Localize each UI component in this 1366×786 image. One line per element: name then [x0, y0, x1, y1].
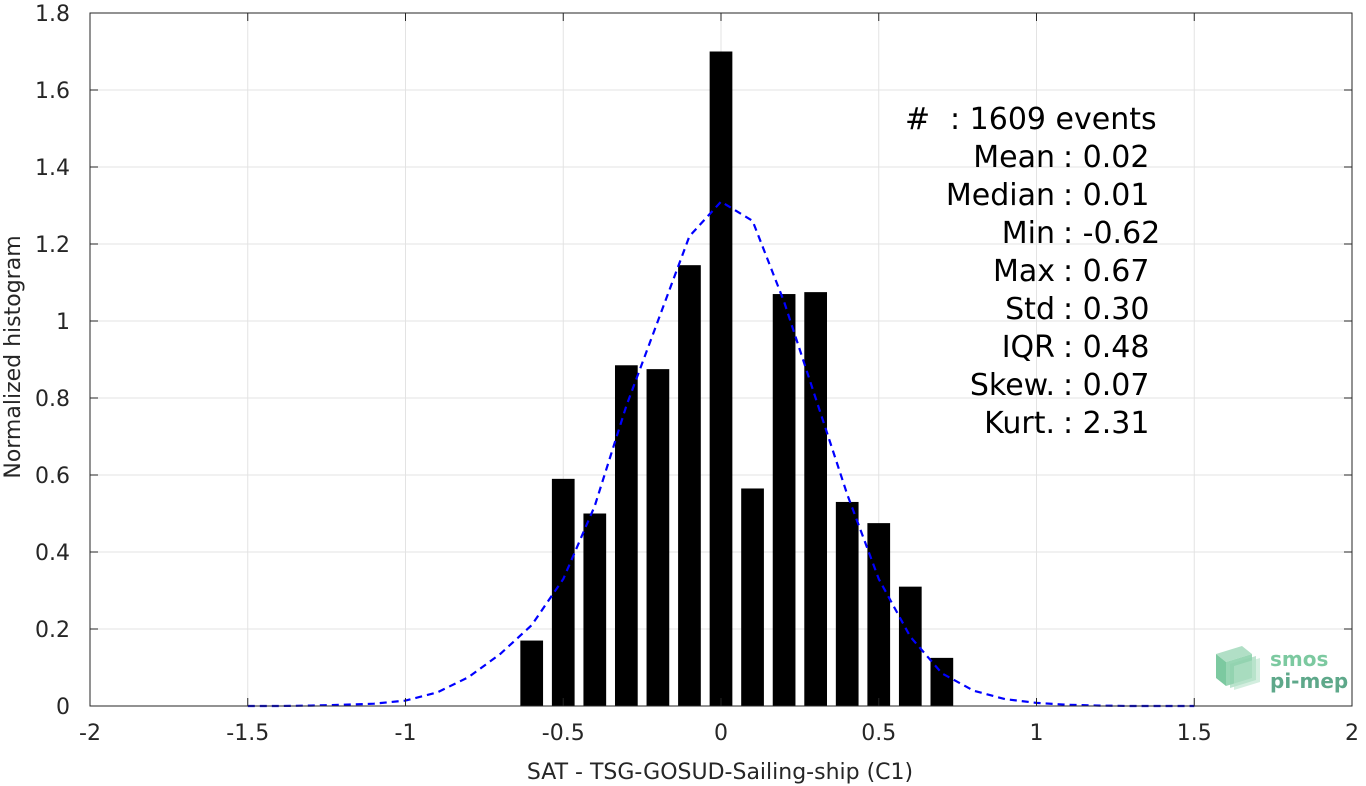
logo-graphic: smos pi-mep	[1216, 646, 1348, 693]
stat-value: : -0.62	[1063, 216, 1160, 251]
stat-key: Median	[946, 178, 1055, 213]
stat-key: Mean	[973, 140, 1055, 175]
y-tick-label: 0.2	[35, 618, 70, 643]
logo-line2: pi-mep	[1270, 669, 1348, 693]
histogram-bars	[520, 51, 954, 706]
stat-key: Kurt.	[984, 406, 1055, 441]
logo-line1: smos	[1270, 647, 1328, 671]
y-tick-label: 1.6	[35, 79, 70, 104]
histogram-bar	[583, 513, 607, 706]
histogram-bar	[709, 51, 733, 706]
smos-pi-mep-logo: smos pi-mep	[1212, 644, 1352, 700]
y-tick-label: 0.8	[35, 387, 70, 412]
y-tick-labels: 0 0.2 0.4 0.6 0.8 1 1.2 1.4 1.6 1.8	[35, 2, 70, 720]
histogram-bar	[551, 478, 575, 706]
histogram-bar	[835, 501, 859, 706]
histogram-bar	[867, 523, 891, 706]
x-tick-label: -0.5	[542, 721, 585, 746]
x-tick-label: 2	[1345, 721, 1359, 746]
histogram-bar	[678, 265, 701, 706]
x-tick-label: 0	[714, 721, 728, 746]
stat-value: : 0.01	[1063, 178, 1149, 213]
histogram-bar	[614, 365, 638, 706]
x-tick-label: 1.5	[1177, 721, 1212, 746]
histogram-bar	[520, 640, 544, 706]
histogram-bar	[804, 292, 828, 706]
stat-key: Std	[1005, 292, 1055, 327]
stat-key: Min	[1002, 216, 1055, 251]
histogram-bar	[741, 488, 764, 706]
y-tick-label: 0	[56, 695, 70, 720]
x-tick-label: 1	[1030, 721, 1044, 746]
stat-key: Skew.	[970, 368, 1055, 403]
histogram-bar	[898, 586, 922, 706]
y-tick-label: 1.8	[35, 2, 70, 27]
y-tick-label: 1.4	[35, 156, 70, 181]
stat-value: : 1609 events	[950, 102, 1157, 137]
x-tick-label: -1.5	[226, 721, 269, 746]
stat-key: Max	[993, 254, 1055, 289]
x-tick-label: -2	[79, 721, 101, 746]
stat-key: #	[905, 102, 930, 137]
histogram-bar	[930, 657, 954, 706]
stat-value: : 2.31	[1063, 406, 1149, 441]
histogram-bar	[772, 294, 796, 706]
stat-value: : 0.07	[1063, 368, 1149, 403]
y-tick-label: 0.6	[35, 464, 70, 489]
logo-layers-icon	[1216, 646, 1260, 690]
stat-value: : 0.02	[1063, 140, 1149, 175]
axes	[89, 12, 1353, 707]
x-tick-label: 0.5	[861, 721, 896, 746]
stat-value: : 0.67	[1063, 254, 1149, 289]
y-tick-label: 0.4	[35, 541, 70, 566]
x-tick-labels: -2 -1.5 -1 -0.5 0 0.5 1 1.5 2	[79, 721, 1359, 746]
histogram-bar	[646, 369, 670, 706]
y-tick-label: 1.2	[35, 233, 70, 258]
y-tick-label: 1	[56, 310, 70, 335]
y-axis-label: Normalized histogram	[1, 235, 26, 478]
x-tick-label: -1	[395, 721, 417, 746]
stat-key: IQR	[1002, 330, 1055, 365]
x-axis-label: SAT - TSG-GOSUD-Sailing-ship (C1)	[527, 760, 913, 785]
stat-value: : 0.30	[1063, 292, 1149, 327]
stat-value: : 0.48	[1063, 330, 1149, 365]
